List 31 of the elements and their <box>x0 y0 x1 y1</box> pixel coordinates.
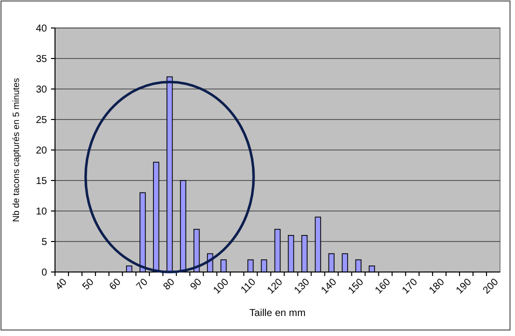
x-tick-label: 40 <box>54 276 70 292</box>
y-tick-label: 25 <box>36 115 48 126</box>
x-tick-label: 200 <box>481 276 502 296</box>
bar <box>153 162 160 272</box>
y-tick-label: 35 <box>36 54 48 65</box>
bar <box>166 76 173 272</box>
x-tick-label: 50 <box>80 276 97 292</box>
y-tick-label: 10 <box>36 206 48 218</box>
y-tick-label: 0 <box>41 268 48 278</box>
y-tick-label: 20 <box>36 146 48 156</box>
y-tick-label: 5 <box>41 237 48 248</box>
y-tick-label: 30 <box>36 84 48 96</box>
x-tick-label: 120 <box>266 276 286 296</box>
x-tick-label: 60 <box>108 276 124 292</box>
x-tick-label: 130 <box>292 276 312 296</box>
x-tick-label: 100 <box>212 276 232 296</box>
x-tick-label: 70 <box>134 276 151 292</box>
y-tick-label: 40 <box>36 24 48 34</box>
y-tick-label: 15 <box>36 176 48 187</box>
x-tick-label: 190 <box>454 276 474 296</box>
x-tick-label: 160 <box>373 276 394 296</box>
x-tick-label: 110 <box>239 276 258 296</box>
x-tick-label: 180 <box>427 276 448 296</box>
x-tick-label: 150 <box>346 276 366 296</box>
bar <box>180 180 186 272</box>
x-tick-label: 80 <box>162 276 178 292</box>
x-tick-label: 140 <box>319 276 340 296</box>
x-tick-label: 90 <box>188 276 204 292</box>
y-axis-title: Nb de tacons capturés en 5 minutes <box>11 77 21 222</box>
x-tick-label: 170 <box>400 276 420 296</box>
x-axis-title: Taille en mm <box>249 308 306 319</box>
